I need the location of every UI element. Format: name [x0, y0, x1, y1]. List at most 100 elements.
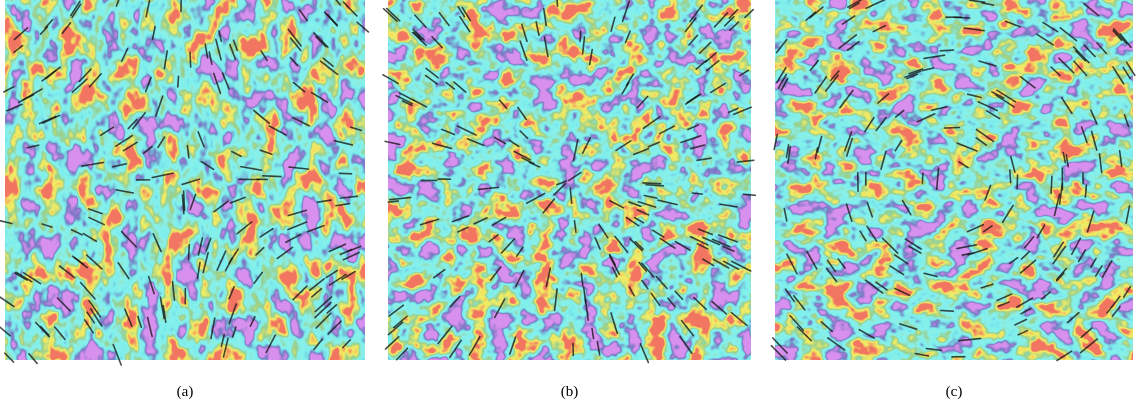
streak [1019, 75, 1036, 89]
streak [875, 116, 887, 132]
streak [820, 320, 834, 333]
streak [388, 196, 412, 201]
streak [197, 131, 205, 148]
streak [792, 294, 806, 311]
streak [28, 353, 38, 365]
streak [712, 258, 730, 269]
streak [80, 161, 105, 167]
streak [1089, 109, 1098, 125]
streak [907, 245, 922, 254]
streak [872, 24, 887, 33]
streak [966, 93, 982, 99]
streak [845, 203, 853, 223]
streak [79, 281, 96, 300]
streak [189, 193, 197, 211]
streak [115, 188, 135, 194]
streak [1122, 66, 1131, 80]
streak [252, 109, 271, 125]
streak [899, 323, 918, 330]
streak [0, 326, 11, 337]
streak [977, 101, 999, 112]
streak [488, 234, 499, 243]
streak [695, 59, 707, 71]
streak [784, 288, 795, 303]
streak [553, 182, 567, 196]
streak [218, 30, 223, 43]
streak [525, 192, 546, 205]
streak [1001, 204, 1014, 223]
streak [634, 216, 645, 224]
streak [229, 196, 246, 204]
streak [838, 34, 858, 49]
streak [196, 261, 201, 280]
streak [1058, 182, 1064, 205]
streak [1056, 350, 1073, 362]
streak [638, 261, 648, 272]
streak [292, 116, 310, 127]
streak [939, 309, 955, 312]
streak [491, 216, 507, 226]
streak [339, 195, 359, 199]
streak [584, 298, 590, 322]
streak [240, 165, 263, 172]
streak [265, 334, 277, 354]
streak [316, 199, 333, 204]
streak [1079, 338, 1099, 354]
streak [71, 78, 88, 94]
streak [711, 238, 731, 248]
streak [689, 144, 706, 150]
streak [385, 7, 401, 22]
streak [88, 216, 105, 226]
streak [1036, 224, 1046, 239]
streak [991, 91, 1005, 99]
streak [347, 245, 362, 253]
streak [596, 340, 601, 356]
streak [314, 296, 333, 313]
streak [783, 207, 788, 222]
streak [414, 14, 427, 28]
streak [1017, 329, 1029, 336]
streak [236, 221, 253, 235]
streak [569, 187, 573, 205]
streak [958, 161, 969, 169]
streak [88, 299, 102, 318]
streak [276, 246, 294, 260]
streak [1084, 184, 1088, 198]
streak [342, 251, 360, 261]
streak [837, 258, 846, 270]
streak [146, 316, 153, 338]
streak [333, 139, 354, 146]
streak [611, 266, 618, 278]
streak [984, 184, 992, 201]
streak [1101, 260, 1113, 278]
streak [1098, 153, 1103, 174]
streak [513, 150, 531, 161]
streak [814, 147, 819, 160]
streak [730, 312, 748, 327]
streak [356, 21, 370, 33]
streak [689, 4, 703, 23]
streak [894, 139, 903, 152]
streak [202, 251, 209, 274]
streak [859, 230, 867, 242]
streak [567, 171, 582, 182]
streak [151, 25, 156, 40]
streak [431, 142, 453, 150]
streak [961, 252, 974, 256]
streak [864, 116, 875, 133]
streak [1058, 57, 1075, 74]
streak [901, 199, 912, 216]
streak [641, 279, 649, 290]
streak [645, 183, 665, 187]
streak [581, 137, 592, 155]
streak [327, 320, 342, 335]
streak [985, 110, 1001, 120]
streak [268, 125, 287, 136]
streak [893, 254, 909, 265]
streak [1062, 151, 1067, 164]
streak [115, 0, 120, 8]
streak [777, 73, 787, 89]
streak [1008, 256, 1019, 265]
streak [1053, 241, 1065, 258]
streak [730, 260, 752, 272]
